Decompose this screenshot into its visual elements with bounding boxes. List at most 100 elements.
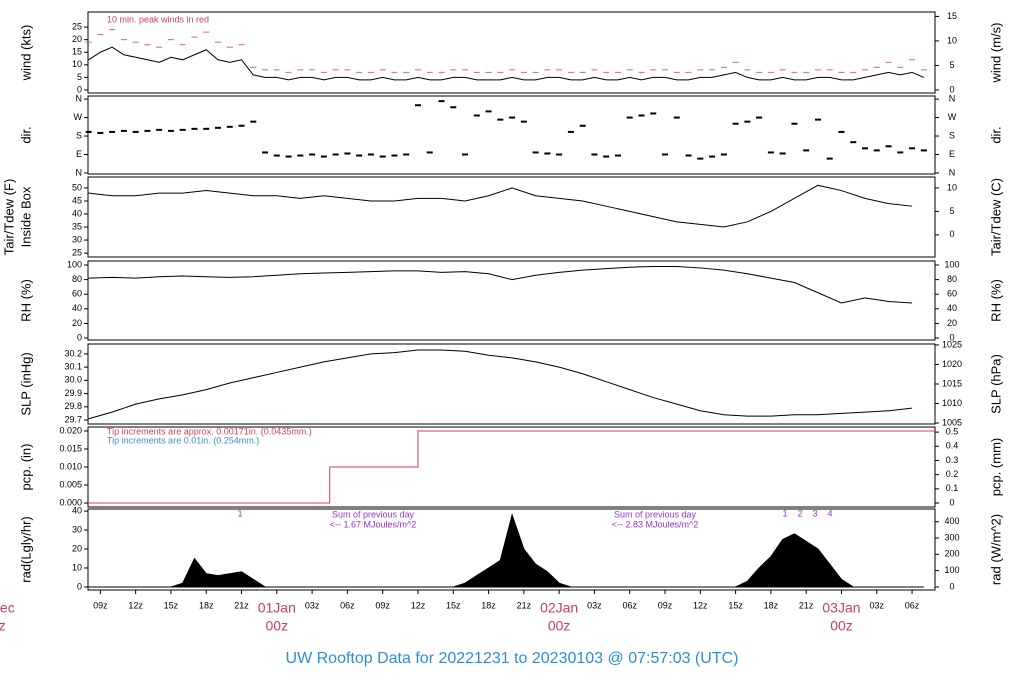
- data-line: [88, 349, 913, 420]
- panel-frame: [87, 95, 936, 175]
- x-tick-label: 15z: [164, 600, 179, 610]
- y2-tick-label: 40: [947, 303, 957, 313]
- y-tick-label: 0: [77, 581, 82, 591]
- y2-axis-label: Tair/Tdew (C): [988, 178, 1003, 256]
- dir-point: [532, 151, 539, 154]
- y2-tick-label: 15: [947, 11, 957, 21]
- y-tick-label: E: [76, 149, 82, 159]
- dir-point: [791, 122, 798, 125]
- rad-area: [88, 513, 924, 588]
- dir-point: [414, 104, 421, 107]
- y-tick-label: 0.010: [59, 461, 82, 471]
- y-tick-label: 29.9: [64, 388, 82, 398]
- day-sublabel: 00z: [266, 618, 289, 634]
- y-tick-label: 20: [72, 543, 82, 553]
- dir-point: [909, 147, 916, 150]
- y-tick-label: 0: [77, 84, 82, 94]
- dir-point: [250, 120, 257, 123]
- y2-tick-label: 80: [947, 274, 957, 284]
- y-axis-sublabel: Inside Box: [18, 186, 33, 247]
- dir-point: [673, 116, 680, 119]
- annotation: 4: [827, 508, 832, 518]
- y-axis-label: SLP (inHg): [18, 352, 33, 415]
- y-tick-label: 0: [77, 332, 82, 342]
- dir-point: [862, 147, 869, 150]
- y2-tick-label: 60: [947, 289, 957, 299]
- y2-tick-label: 1015: [942, 378, 962, 388]
- y-tick-label: N: [76, 93, 83, 103]
- dir-point: [556, 153, 563, 156]
- dir-point: [873, 149, 880, 152]
- y2-tick-label: 10: [947, 35, 957, 45]
- dir-point: [638, 114, 645, 117]
- dir-point: [838, 130, 845, 133]
- dir-point: [450, 106, 457, 109]
- annotation: 1: [782, 508, 787, 518]
- panel-frame: [87, 343, 936, 425]
- y-tick-label: 0.015: [59, 443, 82, 453]
- x-tick-label: 09z: [658, 600, 673, 610]
- annotation: Tip increments are 0.01in. (0.254mm.): [107, 435, 259, 445]
- dir-point: [167, 129, 174, 132]
- dir-point: [179, 128, 186, 131]
- y-tick-label: 0.020: [59, 425, 82, 435]
- dir-point: [803, 149, 810, 152]
- dir-point: [238, 124, 245, 127]
- dir-point: [485, 110, 492, 113]
- dir-point: [626, 116, 633, 119]
- y2-tick-label: 300: [944, 532, 959, 542]
- day-label: 02Jan: [540, 600, 578, 616]
- y2-tick-label: W: [948, 112, 957, 122]
- annotation: 2: [797, 508, 802, 518]
- y2-tick-label: 200: [944, 549, 959, 559]
- x-tick-label: 03z: [870, 600, 885, 610]
- y2-tick-label: 0: [949, 229, 954, 239]
- x-tick-label: 12z: [693, 600, 708, 610]
- y-tick-label: 30.1: [64, 362, 82, 372]
- dir-point: [544, 152, 551, 155]
- dir-point: [391, 154, 398, 157]
- annotation: Sum of previous day: [332, 509, 415, 519]
- dir-point: [285, 155, 292, 158]
- y-tick-label: 10: [72, 59, 82, 69]
- y-tick-label: 5: [77, 72, 82, 82]
- annotation: 10 min. peak winds in red: [107, 14, 209, 24]
- day-label: 31Dec: [0, 600, 15, 616]
- y2-tick-label: 0: [949, 497, 954, 507]
- x-tick-label: 18z: [199, 600, 214, 610]
- y-tick-label: W: [74, 112, 83, 122]
- annotation: Sum of previous day: [614, 509, 697, 519]
- precip-line: [88, 430, 935, 504]
- y-tick-label: 45: [72, 195, 82, 205]
- dir-point: [344, 152, 351, 155]
- x-tick-label: 18z: [764, 600, 779, 610]
- dir-point: [520, 120, 527, 123]
- dir-point: [309, 153, 316, 156]
- dir-point: [438, 100, 445, 103]
- y-tick-label: 25: [72, 247, 82, 257]
- dir-point: [462, 153, 469, 156]
- dir-point: [826, 157, 833, 160]
- dir-point: [744, 120, 751, 123]
- day-sublabel: 00z: [0, 618, 6, 634]
- dir-point: [920, 149, 927, 152]
- data-line: [88, 184, 913, 228]
- data-line: [88, 46, 925, 81]
- y2-tick-label: 0.3: [946, 455, 959, 465]
- day-sublabel: 00z: [830, 618, 853, 634]
- y-tick-label: 30: [72, 234, 82, 244]
- dir-point: [885, 145, 892, 148]
- y-tick-label: 15: [72, 47, 82, 57]
- dir-point: [144, 129, 151, 132]
- y-tick-label: N: [76, 167, 83, 177]
- dir-point: [97, 131, 104, 134]
- x-tick-label: 03z: [305, 600, 320, 610]
- dir-point: [767, 151, 774, 154]
- dir-point: [85, 130, 92, 133]
- y-axis-label: rad(Lgly/hr): [18, 516, 33, 582]
- annotation: 1: [237, 508, 242, 518]
- x-tick-label: 03z: [587, 600, 602, 610]
- y-axis-label: dir.: [18, 126, 33, 143]
- x-tick-label: 12z: [128, 600, 143, 610]
- data-line: [88, 265, 913, 304]
